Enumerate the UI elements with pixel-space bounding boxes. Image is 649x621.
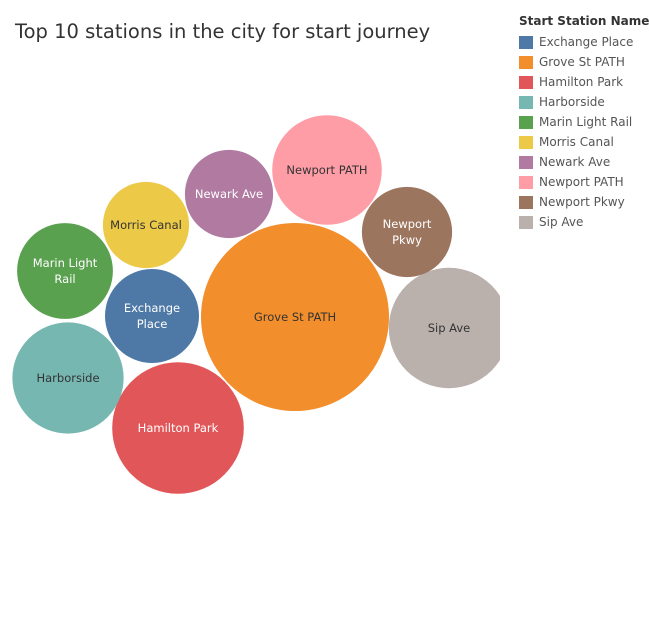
bubble[interactable]: Grove St PATH bbox=[201, 223, 389, 411]
legend-swatch bbox=[519, 35, 533, 49]
bubble[interactable]: Newport Pkwy bbox=[361, 186, 453, 278]
legend-item[interactable]: Newport Pkwy bbox=[519, 192, 649, 212]
bubble[interactable]: Newark Ave bbox=[184, 149, 274, 239]
legend-label: Marin Light Rail bbox=[539, 115, 633, 129]
bubble-circle[interactable] bbox=[361, 186, 453, 278]
bubble-label: Rail bbox=[54, 272, 75, 286]
legend-label: Newport PATH bbox=[539, 175, 624, 189]
bubble-circle[interactable] bbox=[112, 362, 244, 494]
legend-swatch bbox=[519, 55, 533, 69]
legend-label: Exchange Place bbox=[539, 35, 634, 49]
bubble-circle[interactable] bbox=[201, 223, 389, 411]
bubble[interactable]: Sip Ave bbox=[388, 267, 500, 389]
legend-title: Start Station Name bbox=[519, 14, 649, 28]
bubble-label: Harborside bbox=[36, 371, 99, 385]
legend-item[interactable]: Marin Light Rail bbox=[519, 112, 649, 132]
legend-item[interactable]: Harborside bbox=[519, 92, 649, 112]
legend-swatch bbox=[519, 195, 533, 209]
bubble-circle[interactable] bbox=[102, 181, 190, 269]
legend-item[interactable]: Newport PATH bbox=[519, 172, 649, 192]
bubble[interactable]: Exchange Place bbox=[105, 269, 199, 363]
bubble-chart: Grove St PATH Hamilton Park Newport PATH Si… bbox=[12, 115, 500, 494]
legend-item[interactable]: Exchange Place bbox=[519, 32, 649, 52]
legend: Start Station Name Exchange Place Grove S… bbox=[519, 14, 649, 232]
bubble[interactable]: Marin Light Rail bbox=[17, 223, 113, 319]
legend-swatch bbox=[519, 175, 533, 189]
legend-label: Sip Ave bbox=[539, 215, 584, 229]
bubble[interactable]: Morris Canal bbox=[102, 181, 190, 269]
legend-swatch bbox=[519, 115, 533, 129]
legend-label: Grove St PATH bbox=[539, 55, 625, 69]
bubble-circle[interactable] bbox=[17, 223, 113, 319]
legend-item[interactable]: Sip Ave bbox=[519, 212, 649, 232]
legend-swatch bbox=[519, 215, 533, 229]
bubble-circle[interactable] bbox=[105, 269, 199, 363]
legend-label: Newport Pkwy bbox=[539, 195, 625, 209]
bubble-label: Marin Light bbox=[33, 256, 98, 270]
legend-items: Exchange Place Grove St PATH Hamilton Park… bbox=[519, 32, 649, 232]
bubble-label: Sip Ave bbox=[428, 321, 471, 335]
bubble-circle[interactable] bbox=[12, 322, 124, 434]
bubble-circle[interactable] bbox=[388, 267, 500, 389]
legend-label: Morris Canal bbox=[539, 135, 614, 149]
legend-item[interactable]: Hamilton Park bbox=[519, 72, 649, 92]
legend-label: Newark Ave bbox=[539, 155, 611, 169]
legend-swatch bbox=[519, 95, 533, 109]
bubble[interactable]: Harborside bbox=[12, 322, 124, 434]
bubble-label: Grove St PATH bbox=[254, 310, 336, 324]
bubble-label: Newark Ave bbox=[195, 187, 263, 201]
bubble-label: Place bbox=[137, 317, 168, 331]
bubble[interactable]: Newport PATH bbox=[272, 115, 382, 225]
legend-item[interactable]: Newark Ave bbox=[519, 152, 649, 172]
legend-swatch bbox=[519, 155, 533, 169]
bubble-circle[interactable] bbox=[272, 115, 382, 225]
legend-swatch bbox=[519, 135, 533, 149]
bubble-circle[interactable] bbox=[184, 149, 274, 239]
bubble-label: Newport bbox=[383, 217, 432, 231]
bubble-label: Morris Canal bbox=[110, 218, 182, 232]
bubble-label: Hamilton Park bbox=[138, 421, 219, 435]
legend-item[interactable]: Morris Canal bbox=[519, 132, 649, 152]
bubble-label: Newport PATH bbox=[286, 163, 367, 177]
legend-item[interactable]: Grove St PATH bbox=[519, 52, 649, 72]
bubble[interactable]: Hamilton Park bbox=[112, 362, 244, 494]
legend-label: Harborside bbox=[539, 95, 605, 109]
bubble-label: Exchange bbox=[124, 301, 180, 315]
bubble-label: Pkwy bbox=[392, 233, 422, 247]
chart-title: Top 10 stations in the city for start jo… bbox=[15, 20, 431, 43]
legend-label: Hamilton Park bbox=[539, 75, 624, 89]
legend-swatch bbox=[519, 75, 533, 89]
